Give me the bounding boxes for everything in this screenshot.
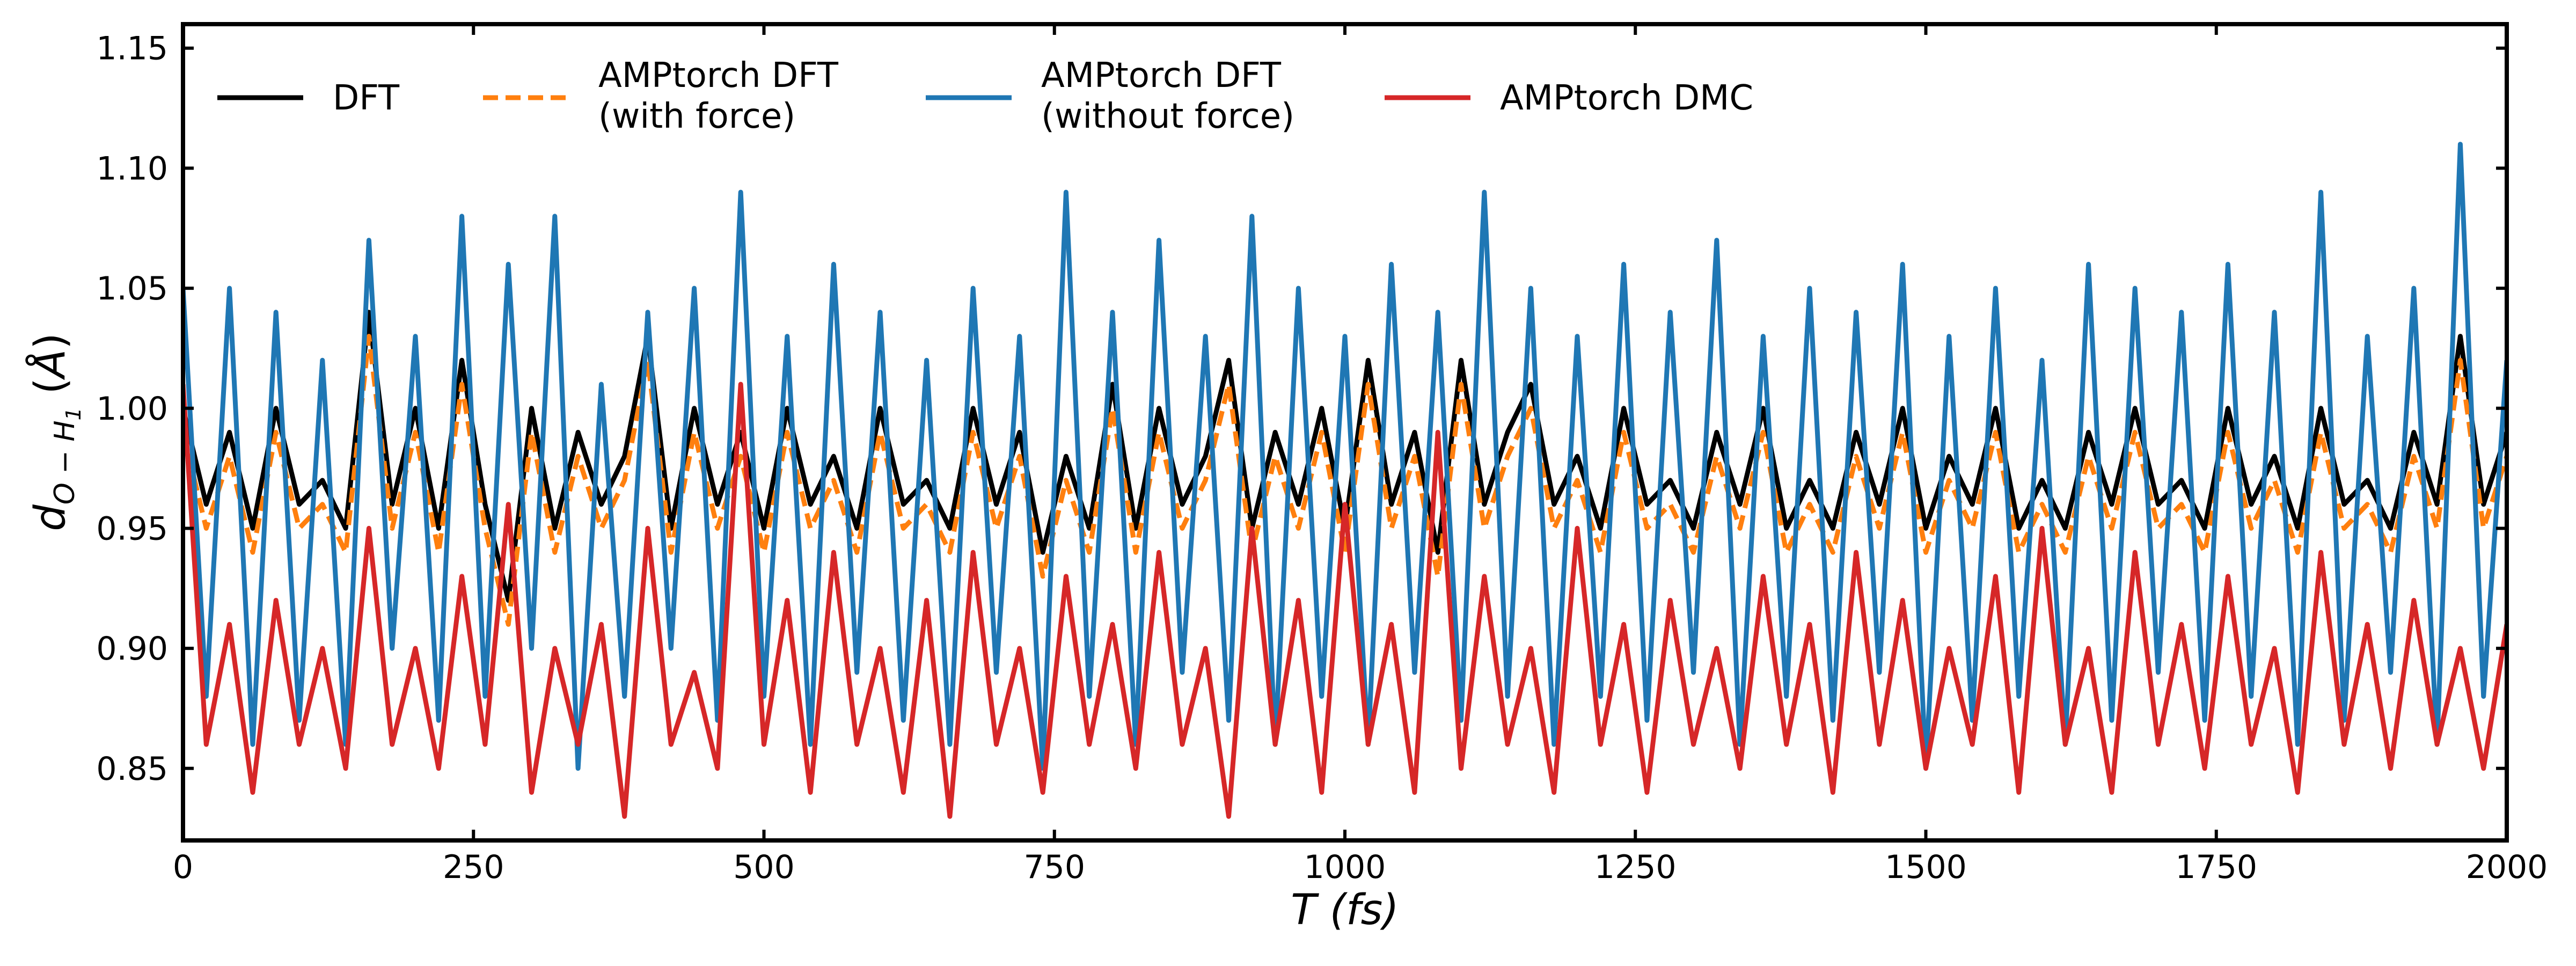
x-tick-label: 1000 xyxy=(1304,848,1386,886)
legend-label-1: AMPtorch DFT (with force) xyxy=(598,56,839,136)
x-tick-label: 1750 xyxy=(2175,848,2257,886)
legend-label-2: AMPtorch DFT (without force) xyxy=(1041,56,1294,136)
x-tick-label: 1500 xyxy=(1885,848,1967,886)
series-line-3 xyxy=(183,382,2507,819)
x-tick-label: 750 xyxy=(1023,848,1085,886)
y-axis-title: dO − H1 (Å) xyxy=(25,333,85,531)
x-tick-label: 0 xyxy=(173,848,193,886)
y-tick-label: 0.95 xyxy=(96,510,168,547)
x-tick-label: 1250 xyxy=(1594,848,1677,886)
y-tick-label: 1.10 xyxy=(96,150,168,187)
legend-label-0: DFT xyxy=(333,78,400,118)
series-line-1 xyxy=(183,334,2507,627)
y-tick-label: 1.15 xyxy=(96,30,168,68)
x-tick-label: 2000 xyxy=(2466,848,2548,886)
x-axis-title: T (fs) xyxy=(1291,886,1399,934)
y-axis: 0.85 0.90 0.95 1.00 1.05 1.10 1.15 xyxy=(96,30,2507,788)
series-line-2 xyxy=(183,142,2507,771)
y-tick-label: 1.00 xyxy=(96,390,168,428)
x-tick-label: 500 xyxy=(733,848,795,886)
y-tick-label: 1.05 xyxy=(96,270,168,308)
svg-text:dO − H1 (Å): dO − H1 (Å) xyxy=(25,333,85,531)
x-axis: 0 250 500 750 1000 1250 1500 1750 2000 xyxy=(173,24,2548,886)
y-tick-label: 0.90 xyxy=(96,630,168,668)
y-tick-label: 0.85 xyxy=(96,750,168,788)
series-layer xyxy=(183,142,2507,819)
legend: DFT AMPtorch DFT (with force) AMPtorch DFT(… xyxy=(217,56,1753,136)
legend-label-3: AMPtorch DMC xyxy=(1500,78,1753,118)
plot-frame xyxy=(181,22,2509,843)
x-tick-label: 250 xyxy=(443,848,504,886)
